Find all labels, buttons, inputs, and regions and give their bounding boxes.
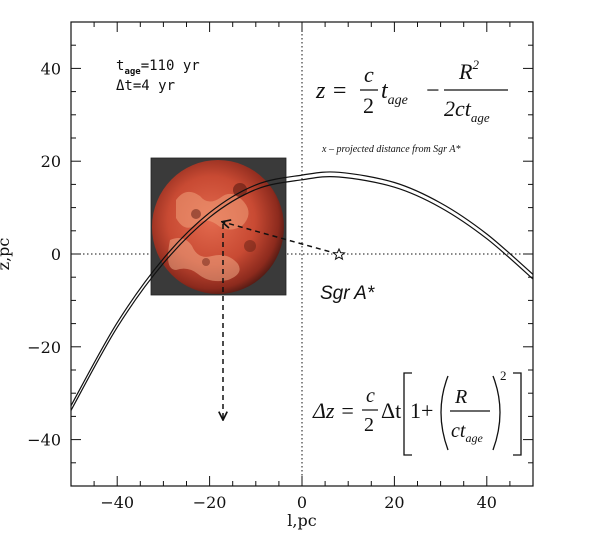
svg-text:1+: 1+ [410,398,433,423]
dt-line: Δt=4 yr [116,78,175,94]
svg-text:2: 2 [500,368,507,383]
equation-dz: Δz = c 2 Δt 1+ R ctage 2 [312,368,522,456]
x-tick-label: −40 [100,493,134,512]
svg-text:2: 2 [364,414,374,436]
y-tick-label: −20 [27,338,61,357]
y-tick-label: 20 [41,152,61,171]
y-tick-label: 0 [51,245,61,264]
x-axis-label: l,pc [287,511,316,530]
sgr-a-star-icon [332,247,346,261]
series-line-1 [70,175,534,411]
svg-text:−: − [426,78,440,104]
y-tick-label: −40 [27,431,61,450]
series-line-2 [70,171,534,406]
inset-image [150,157,287,296]
curve-group [70,171,534,411]
svg-text:tage: tage [381,78,408,108]
x-tick-label: 0 [297,493,307,512]
svg-text:ctage: ctage [451,420,483,445]
svg-text:2ctage: 2ctage [444,96,490,125]
svg-text:z =: z = [315,78,348,104]
y-tick-label: 40 [41,59,61,78]
svg-text:Δt: Δt [381,398,401,423]
svg-text:R: R [454,386,467,408]
x-tick-label: −20 [193,493,227,512]
arrow-to-inset [223,222,339,255]
x-tick-label: 20 [384,493,404,512]
svg-text:c: c [364,62,374,87]
svg-text:2: 2 [363,93,374,118]
x-tick-label: 40 [477,493,497,512]
svg-text:Δz =: Δz = [312,398,355,423]
tick-labels: −40 −20 0 20 40 40 20 0 −20 −40 [27,59,497,512]
projection-note: x – projected distance from Sgr A* [321,144,461,155]
y-axis-label: z,pc [0,238,13,271]
equation-z: z = c 2 tage − R2 2ctage [315,57,508,125]
svg-text:R2: R2 [458,57,479,84]
svg-text:c: c [366,385,375,407]
t-age-line: tage=110 yr [116,58,200,77]
sgr-a-star-label: Sgr A* [320,283,375,304]
